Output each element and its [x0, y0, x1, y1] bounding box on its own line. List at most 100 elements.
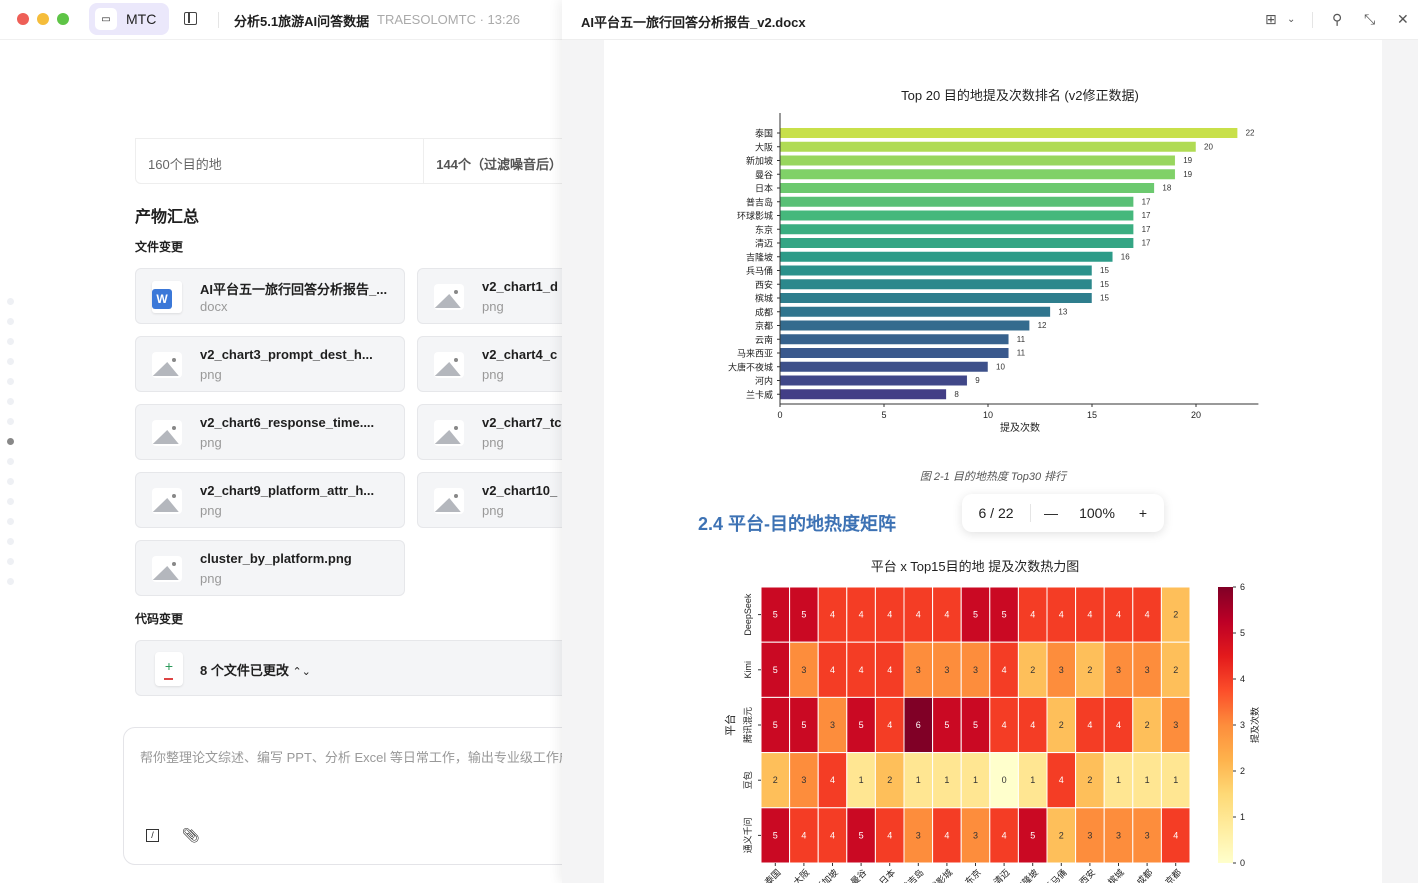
heatmap-cell — [1103, 586, 1134, 643]
minimize-window-button[interactable] — [37, 13, 49, 25]
file-type: png — [200, 571, 222, 586]
chevron-down-icon[interactable]: ⌄ — [1287, 14, 1296, 25]
heatmap-chart: 平台 x Top15目的地 提及次数热力图 5 5 4 4 4 4 4 5 5 4 4 4 4 4 2 5 3 4 4… — [723, 559, 1260, 883]
data-label: 15 — [1100, 280, 1109, 289]
y-tick-label: Kimi — [743, 661, 753, 679]
y-tick-label: 泰国 — [755, 128, 773, 139]
cell-label: 5 — [973, 610, 978, 620]
cell-label: 2 — [1087, 665, 1092, 675]
zoom-out-button[interactable]: — — [1044, 505, 1058, 521]
data-label: 20 — [1204, 142, 1213, 151]
heatmap-cell — [1160, 807, 1191, 864]
bar — [779, 347, 1010, 359]
bar — [779, 361, 989, 373]
file-card[interactable]: v2_chart1_d png — [417, 268, 562, 324]
expand-chevron-icon[interactable]: ⌃⌄ — [292, 666, 311, 678]
image-icon — [434, 485, 466, 517]
view-options-icon[interactable]: ⊞ — [1265, 11, 1277, 27]
code-changes-summary: 8 个文件已更改 — [200, 663, 289, 678]
close-window-button[interactable] — [17, 13, 29, 25]
data-label: 15 — [1100, 294, 1109, 303]
heatmap-cell — [903, 641, 934, 698]
title-bar: ▭ MTC 分析5.1旅游AI问答数据 TRAESOLOMTC · 13:26 — [0, 0, 562, 40]
cell-label: 2 — [1145, 720, 1150, 730]
file-name: AI平台五一旅行回答分析报告_... — [200, 282, 388, 297]
file-card[interactable]: v2_chart9_platform_attr_h... png — [135, 472, 405, 528]
code-changes-card[interactable]: + 8 个文件已更改 ⌃⌄ — [135, 640, 562, 696]
file-card[interactable]: v2_chart4_c png — [417, 336, 562, 392]
cell-label: 0 — [1002, 775, 1007, 785]
file-card[interactable]: W AI平台五一旅行回答分析报告_... docx — [135, 268, 405, 324]
file-card[interactable]: v2_chart7_tc png — [417, 404, 562, 460]
slash-command-icon[interactable]: / — [146, 829, 159, 842]
cell-label: 4 — [1002, 830, 1007, 840]
heatmap-cell — [789, 807, 819, 864]
x-tick-label: 西安 — [1077, 867, 1098, 883]
table-cell: 144个（过滤噪音后） — [436, 157, 562, 172]
page-controls: 6 / 22 — 100% + — [962, 494, 1164, 532]
file-card[interactable]: cluster_by_platform.png png — [135, 540, 405, 596]
cell-label: 3 — [973, 665, 978, 675]
image-icon — [434, 349, 466, 381]
image-icon — [434, 281, 466, 313]
bar — [779, 141, 1197, 153]
cell-label: 2 — [1173, 665, 1178, 675]
maximize-window-button[interactable] — [57, 13, 69, 25]
y-tick-label: 通义千问 — [742, 817, 753, 853]
file-card[interactable]: v2_chart10_ png — [417, 472, 562, 528]
heatmap-cell — [760, 752, 791, 809]
diff-file-icon: + — [155, 652, 183, 686]
y-tick-label: 普吉岛 — [746, 196, 773, 207]
heatmap-cell — [1075, 696, 1105, 754]
scroll-nav-dots[interactable] — [7, 298, 14, 598]
data-label: 17 — [1142, 197, 1151, 206]
data-label: 17 — [1142, 225, 1151, 234]
attachment-icon[interactable]: 📎︎ — [182, 827, 200, 843]
bar — [779, 265, 1093, 276]
cell-label: 4 — [859, 665, 864, 675]
y-axis-label: 平台 — [723, 714, 737, 736]
cell-label: 5 — [773, 830, 778, 840]
file-card[interactable]: v2_chart3_prompt_dest_h... png — [135, 336, 405, 392]
cell-label: 3 — [1145, 830, 1150, 840]
cell-label: 2 — [1059, 720, 1064, 730]
zoom-in-button[interactable]: + — [1138, 505, 1148, 521]
x-tick-label: 10 — [983, 410, 993, 420]
heatmap-cell — [1046, 752, 1077, 809]
x-tick-label: 兵马俑 — [1042, 867, 1069, 883]
file-type: png — [482, 503, 504, 518]
file-name: v2_chart7_tc — [482, 415, 562, 430]
data-label: 19 — [1183, 170, 1192, 179]
file-type: png — [482, 435, 504, 450]
expand-icon[interactable]: ⤡ — [1364, 11, 1376, 27]
y-tick-label: 西安 — [755, 279, 773, 290]
bar — [779, 278, 1093, 290]
pin-icon[interactable]: ⚲ — [1332, 11, 1343, 27]
chat-input[interactable]: 帮你整理论文综述、编写 PPT、分析 Excel 等日常工作，输出专业级工作成果… — [123, 727, 562, 865]
file-type: png — [200, 503, 222, 518]
y-tick-label: 清迈 — [755, 238, 773, 249]
data-label: 9 — [975, 376, 980, 385]
cell-label: 3 — [944, 665, 949, 675]
image-icon — [434, 417, 466, 449]
cell-label: 4 — [916, 610, 921, 620]
file-card[interactable]: v2_chart6_response_time.... png — [135, 404, 405, 460]
x-tick-label: 吉隆坡 — [1013, 867, 1040, 883]
heatmap-cell — [817, 807, 848, 864]
y-tick-label: 日本 — [755, 183, 773, 194]
bar — [779, 388, 947, 400]
bar — [779, 333, 1010, 345]
data-label: 17 — [1142, 211, 1151, 220]
cell-label: 4 — [1002, 665, 1007, 675]
close-icon[interactable]: ✕ — [1397, 11, 1409, 27]
heatmap-cell — [989, 586, 1019, 643]
y-tick-label: 豆包 — [742, 771, 753, 789]
bar — [779, 251, 1114, 263]
cell-label: 3 — [1116, 830, 1121, 840]
x-tick-label: 东京 — [962, 867, 983, 883]
heatmap-cell — [874, 586, 905, 643]
app-tab[interactable]: ▭ MTC — [89, 3, 169, 35]
preview-header: AI平台五一旅行回答分析报告_v2.docx ⊞ ⌄ ⚲ ⤡ ✕ — [562, 0, 1418, 40]
sidebar-toggle-icon[interactable] — [184, 12, 197, 25]
file-name: v2_chart10_ — [482, 483, 558, 498]
